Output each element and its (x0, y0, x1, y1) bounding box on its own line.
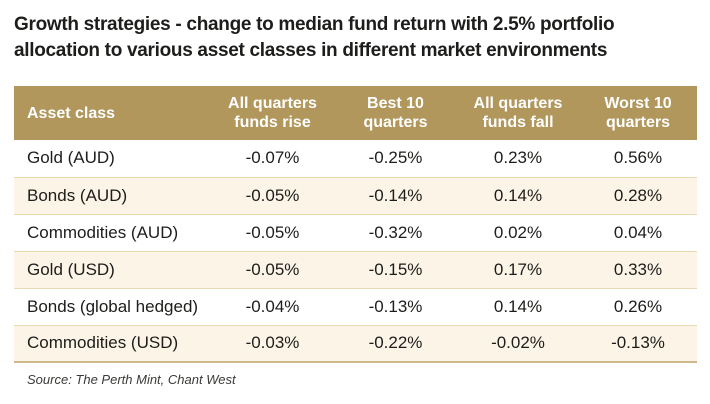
source-note: Source: The Perth Mint, Chant West (27, 372, 236, 387)
value-cell: -0.07% (211, 140, 334, 177)
table-row: Bonds (AUD) -0.05% -0.14% 0.14% 0.28% (14, 176, 697, 214)
table-row: Gold (AUD) -0.07% -0.25% 0.23% 0.56% (14, 140, 697, 177)
value-cell: 0.23% (457, 140, 579, 177)
value-cell: 0.04% (579, 213, 697, 251)
value-cell: -0.25% (334, 140, 457, 177)
value-cell: -0.22% (334, 324, 457, 363)
value-cell: -0.15% (334, 250, 457, 288)
table-row: Gold (USD) -0.05% -0.15% 0.17% 0.33% (14, 250, 697, 288)
table-header-row: Asset class All quarters funds rise Best… (14, 86, 697, 140)
column-header-best-10-quarters: Best 10 quarters (334, 86, 457, 140)
asset-class-cell: Commodities (USD) (14, 324, 211, 363)
column-header-asset-class: Asset class (14, 86, 211, 140)
value-cell: -0.03% (211, 324, 334, 363)
asset-class-cell: Bonds (AUD) (14, 176, 211, 214)
asset-class-cell: Gold (AUD) (14, 140, 211, 177)
table-row: Commodities (AUD) -0.05% -0.32% 0.02% 0.… (14, 213, 697, 251)
asset-class-cell: Commodities (AUD) (14, 213, 211, 251)
asset-class-cell: Gold (USD) (14, 250, 211, 288)
table-row: Commodities (USD) -0.03% -0.22% -0.02% -… (14, 324, 697, 363)
value-cell: -0.05% (211, 213, 334, 251)
page-title-line2: allocation to various asset classes in d… (14, 40, 608, 61)
value-cell: -0.02% (457, 324, 579, 363)
value-cell: 0.14% (457, 176, 579, 214)
returns-table: Asset class All quarters funds rise Best… (14, 86, 697, 363)
value-cell: 0.17% (457, 250, 579, 288)
column-header-all-quarters-funds-rise: All quarters funds rise (211, 86, 334, 140)
value-cell: -0.05% (211, 250, 334, 288)
value-cell: 0.26% (579, 287, 697, 325)
value-cell: 0.02% (457, 213, 579, 251)
page-title-line1: Growth strategies - change to median fun… (14, 14, 615, 35)
value-cell: 0.14% (457, 287, 579, 325)
value-cell: -0.32% (334, 213, 457, 251)
value-cell: 0.33% (579, 250, 697, 288)
value-cell: -0.13% (334, 287, 457, 325)
value-cell: -0.14% (334, 176, 457, 214)
asset-class-cell: Bonds (global hedged) (14, 287, 211, 325)
column-header-worst-10-quarters: Worst 10 quarters (579, 86, 697, 140)
value-cell: -0.05% (211, 176, 334, 214)
value-cell: -0.04% (211, 287, 334, 325)
value-cell: 0.56% (579, 140, 697, 177)
column-header-all-quarters-funds-fall: All quarters funds fall (457, 86, 579, 140)
value-cell: -0.13% (579, 324, 697, 363)
value-cell: 0.28% (579, 176, 697, 214)
page-title: Growth strategies - change to median fun… (14, 12, 697, 64)
table-row: Bonds (global hedged) -0.04% -0.13% 0.14… (14, 287, 697, 325)
